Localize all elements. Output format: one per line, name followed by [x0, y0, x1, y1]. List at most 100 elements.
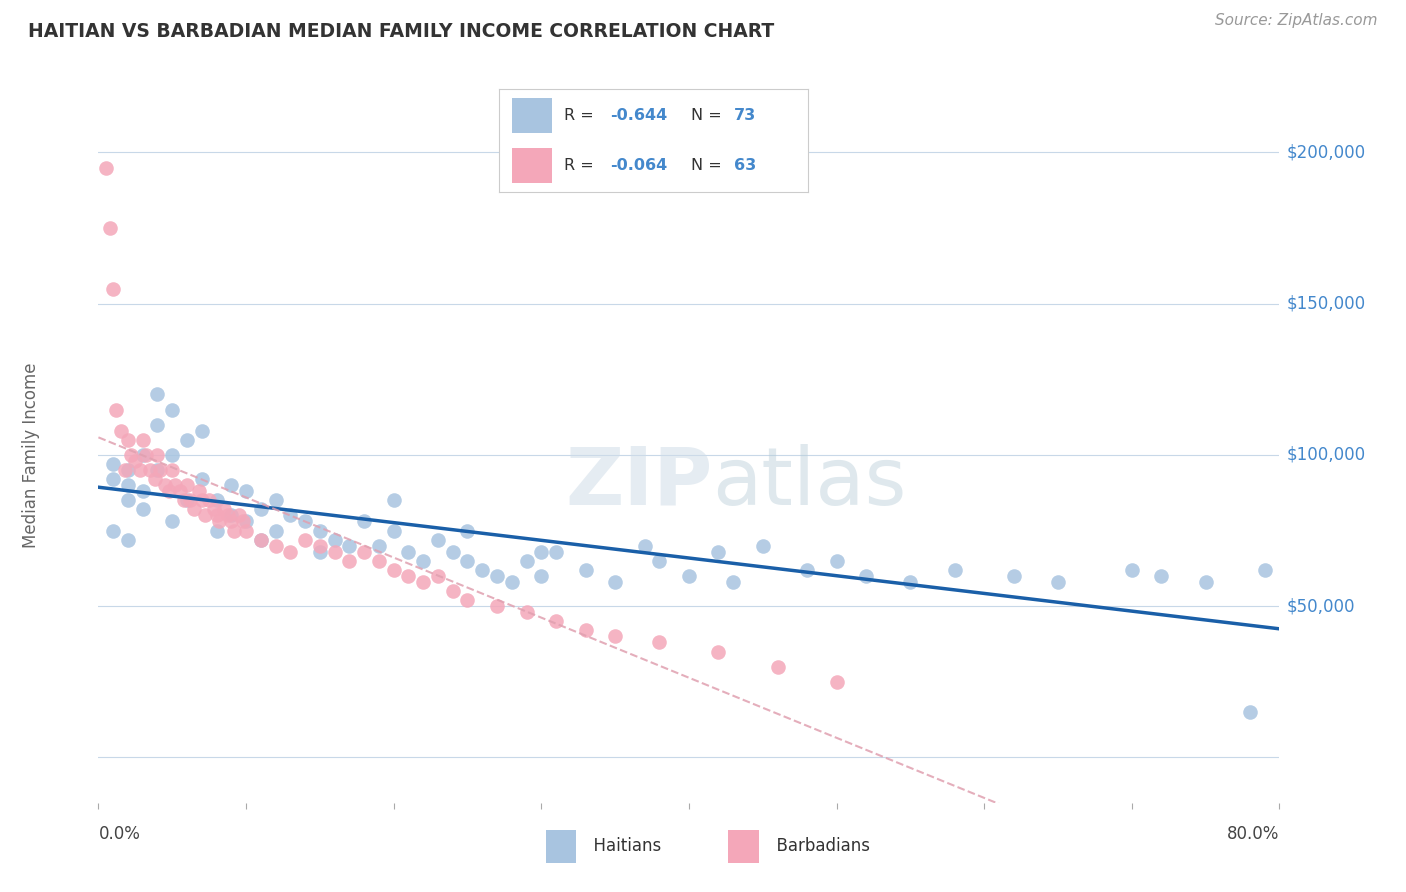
Point	[94, 161, 117, 175]
Point	[796, 563, 818, 577]
Point	[183, 502, 205, 516]
Point	[456, 524, 478, 538]
Point	[382, 563, 405, 577]
Point	[146, 463, 169, 477]
Point	[427, 569, 450, 583]
Point	[456, 593, 478, 607]
Point	[117, 478, 139, 492]
Point	[162, 448, 183, 462]
Point	[224, 524, 246, 538]
Point	[501, 574, 523, 589]
Point	[169, 484, 191, 499]
Point	[191, 424, 214, 438]
Point	[219, 515, 242, 529]
Point	[1254, 563, 1277, 577]
Point	[162, 463, 183, 477]
Point	[633, 539, 655, 553]
Point	[162, 515, 183, 529]
Point	[235, 524, 257, 538]
Text: -0.064: -0.064	[610, 158, 668, 173]
Point	[900, 574, 922, 589]
Point	[205, 524, 228, 538]
Text: N =: N =	[690, 108, 727, 123]
Text: $200,000: $200,000	[1286, 144, 1365, 161]
Text: Haitians: Haitians	[583, 837, 662, 855]
Point	[105, 402, 128, 417]
Point	[132, 502, 155, 516]
Point	[678, 569, 700, 583]
Point	[441, 584, 464, 599]
Text: 63: 63	[734, 158, 756, 173]
Point	[648, 635, 671, 649]
Point	[103, 524, 125, 538]
Point	[382, 524, 405, 538]
Point	[149, 463, 172, 477]
Point	[1002, 569, 1025, 583]
Point	[855, 569, 877, 583]
Point	[574, 563, 596, 577]
Point	[103, 472, 125, 486]
Point	[309, 545, 332, 559]
Text: R =: R =	[564, 158, 599, 173]
Point	[162, 402, 183, 417]
Point	[278, 545, 302, 559]
Point	[191, 493, 214, 508]
Point	[943, 563, 966, 577]
Point	[337, 539, 360, 553]
Point	[146, 387, 169, 401]
Point	[825, 674, 848, 689]
Point	[250, 533, 273, 547]
Point	[337, 554, 360, 568]
Point	[98, 221, 121, 235]
FancyBboxPatch shape	[512, 98, 551, 133]
Point	[235, 515, 257, 529]
Point	[515, 554, 537, 568]
Point	[117, 533, 139, 547]
Point	[135, 448, 157, 462]
Point	[323, 545, 346, 559]
Point	[574, 624, 596, 638]
Point	[707, 545, 730, 559]
Point	[202, 502, 225, 516]
Text: -0.644: -0.644	[610, 108, 668, 123]
Point	[232, 515, 254, 529]
Point	[153, 478, 176, 492]
Point	[132, 484, 155, 499]
Text: $100,000: $100,000	[1286, 446, 1365, 464]
Point	[353, 515, 375, 529]
Point	[278, 508, 302, 523]
Text: 80.0%: 80.0%	[1227, 825, 1279, 843]
Point	[146, 417, 169, 432]
Point	[1046, 574, 1069, 589]
Point	[530, 569, 553, 583]
Point	[486, 569, 509, 583]
Point	[264, 493, 287, 508]
Point	[250, 533, 273, 547]
Point	[427, 533, 450, 547]
Text: N =: N =	[690, 158, 727, 173]
FancyBboxPatch shape	[512, 148, 551, 183]
Text: Source: ZipAtlas.com: Source: ZipAtlas.com	[1215, 13, 1378, 29]
Point	[294, 515, 316, 529]
Text: 73: 73	[734, 108, 756, 123]
Point	[250, 502, 273, 516]
Point	[194, 508, 217, 523]
Point	[412, 574, 434, 589]
Point	[486, 599, 509, 614]
Point	[205, 493, 228, 508]
Text: $50,000: $50,000	[1286, 597, 1355, 615]
Point	[143, 472, 166, 486]
Text: R =: R =	[564, 108, 599, 123]
Point	[219, 478, 242, 492]
Point	[264, 539, 287, 553]
Point	[117, 433, 139, 447]
Point	[191, 472, 214, 486]
Point	[176, 493, 198, 508]
Point	[208, 515, 231, 529]
Point	[456, 554, 478, 568]
Point	[139, 463, 162, 477]
Point	[294, 533, 316, 547]
Point	[1239, 705, 1261, 719]
Point	[173, 493, 195, 508]
Point	[751, 539, 773, 553]
